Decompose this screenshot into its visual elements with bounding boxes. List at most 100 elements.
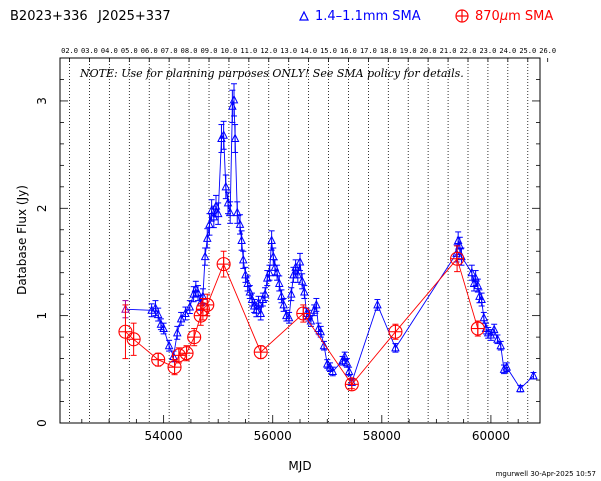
year-tick-label: 11.0 xyxy=(240,47,257,55)
source-name: B2023+336 xyxy=(10,9,88,24)
data-point-circle-plus xyxy=(388,324,403,339)
x-tick-label: 60000 xyxy=(472,429,510,443)
year-tick-label: 16.0 xyxy=(340,47,357,55)
year-tick-label: 23.0 xyxy=(479,47,496,55)
data-point-triangle xyxy=(237,235,246,244)
data-point-circle-plus xyxy=(200,297,215,312)
data-point-triangle xyxy=(202,233,212,242)
data-point-triangle xyxy=(391,342,400,352)
data-point-triangle xyxy=(229,94,239,104)
data-point-circle-plus xyxy=(171,348,186,363)
year-tick-labels: 02.0 03.0 04.0 05.0 06.0 07.0 08.0 09.0 10.0 11.0… xyxy=(61,47,556,55)
data-point-triangle xyxy=(193,287,203,297)
data-point-triangle xyxy=(502,362,512,371)
data-point-triangle xyxy=(274,278,284,287)
data-point-triangle xyxy=(238,254,248,264)
data-point-triangle xyxy=(260,289,270,298)
year-tick-label: 26.0 xyxy=(539,47,556,55)
data-point-triangle xyxy=(284,312,294,322)
data-point-triangle xyxy=(342,357,352,367)
data-point-triangle xyxy=(293,269,303,279)
data-point-triangle xyxy=(312,299,321,309)
alt-source-name: J2025+337 xyxy=(97,9,171,24)
data-point-triangle xyxy=(489,324,499,334)
year-tick-label: 14.0 xyxy=(300,47,317,55)
legend-triangle-icon xyxy=(299,10,309,21)
data-point-triangle xyxy=(221,181,231,191)
data-point-triangle xyxy=(235,219,245,228)
data-point-triangle xyxy=(373,299,382,309)
data-point-triangle xyxy=(243,278,252,287)
data-point-triangle xyxy=(164,340,174,350)
year-tick-label: 13.0 xyxy=(280,47,297,55)
year-tick-label: 25.0 xyxy=(519,47,536,55)
x-axis-label: MJD xyxy=(288,459,311,473)
axis-ticks xyxy=(60,57,540,424)
data-point-triangle xyxy=(230,133,240,143)
y-tick-label: 3 xyxy=(35,97,49,105)
legend-label-red: 870μm SMA xyxy=(475,9,553,24)
legend: 1.4–1.1mm SMA 870μm SMA xyxy=(299,9,553,24)
data-point-triangle xyxy=(279,299,288,309)
data-point-triangle xyxy=(156,319,166,328)
y-tick-label: 1 xyxy=(35,312,49,320)
planning-note: NOTE: Use for planning purposes ONLY! Se… xyxy=(79,67,464,80)
year-tick-label: 20.0 xyxy=(420,47,437,55)
y-axis-label: Database Flux (Jy) xyxy=(15,185,29,295)
data-point-circle-plus xyxy=(296,306,311,321)
year-tick-label: 09.0 xyxy=(201,47,218,55)
y-tick-labels: 0 1 2 3 xyxy=(35,97,49,427)
data-point-triangle xyxy=(300,286,309,296)
data-point-triangle xyxy=(499,364,509,373)
year-tick-label: 21.0 xyxy=(440,47,457,55)
legend-red-prefix: 870 xyxy=(475,9,500,24)
year-tick-label: 10.0 xyxy=(220,47,237,55)
data-point-triangle xyxy=(159,323,168,333)
data-point-triangle xyxy=(225,207,235,217)
data-point-triangle xyxy=(496,340,506,350)
data-point-circle-plus xyxy=(450,251,465,266)
data-point-circle-plus xyxy=(187,330,202,345)
x-tick-label: 54000 xyxy=(145,429,183,443)
legend-label-blue: 1.4–1.1mm SMA xyxy=(315,9,421,24)
data-point-circle-plus xyxy=(179,346,194,361)
data-point-triangle xyxy=(219,130,228,139)
year-tick-label: 04.0 xyxy=(101,47,118,55)
data-point-triangle xyxy=(241,269,250,279)
data-point-triangle xyxy=(176,313,186,323)
data-point-triangle xyxy=(172,327,182,337)
year-tick-label: 06.0 xyxy=(141,47,158,55)
data-point-circle-plus xyxy=(216,257,231,272)
legend-red-suffix: m SMA xyxy=(508,9,553,24)
year-tick-label: 03.0 xyxy=(81,47,98,55)
data-point-triangle xyxy=(200,251,210,261)
year-tick-label: 02.0 xyxy=(61,47,78,55)
data-point-circle-plus xyxy=(126,332,141,347)
year-tick-label: 15.0 xyxy=(320,47,337,55)
data-point-triangle xyxy=(265,267,274,277)
data-point-triangle xyxy=(529,370,538,380)
year-tick-label: 17.0 xyxy=(360,47,377,55)
year-tick-label: 19.0 xyxy=(400,47,417,55)
data-point-triangle xyxy=(473,280,483,290)
data-point-triangle xyxy=(256,308,266,317)
data-point-triangle xyxy=(516,383,525,393)
x-tick-label: 58000 xyxy=(363,429,401,443)
data-point-triangle xyxy=(297,276,307,285)
year-tick-label: 18.0 xyxy=(380,47,397,55)
data-point-triangle xyxy=(344,366,354,375)
series-870um xyxy=(118,245,485,392)
data-point-triangle xyxy=(316,326,326,336)
data-point-triangle xyxy=(267,235,276,244)
data-point-triangle xyxy=(205,219,214,228)
data-point-triangle xyxy=(319,340,329,350)
data-point-triangle xyxy=(340,351,350,360)
data-point-triangle xyxy=(322,358,332,368)
year-tick-label: 12.0 xyxy=(260,47,277,55)
data-point-triangle xyxy=(295,256,305,266)
data-point-triangle xyxy=(153,309,163,319)
y-tick-label: 2 xyxy=(35,204,49,212)
year-tick-label: 08.0 xyxy=(181,47,198,55)
data-point-triangle xyxy=(252,305,261,314)
